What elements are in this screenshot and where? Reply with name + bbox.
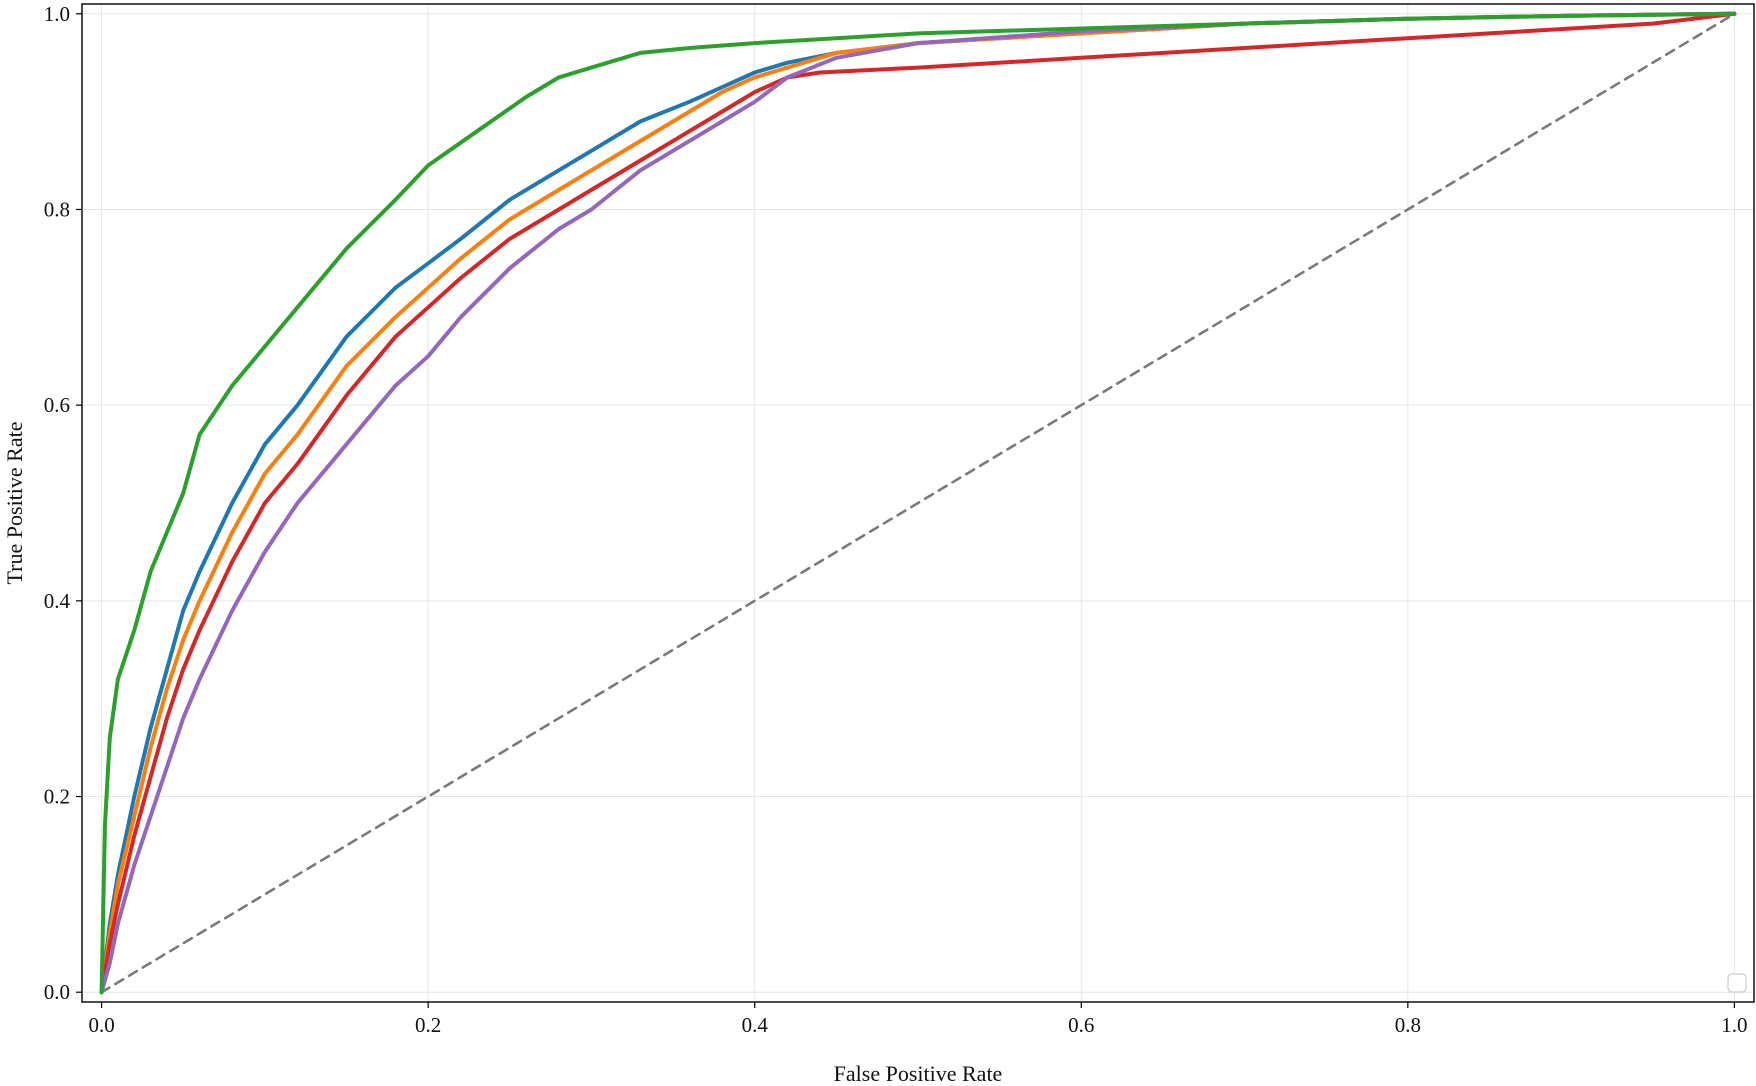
roc-curve-2 xyxy=(99,11,1737,995)
series-lines xyxy=(99,11,1737,995)
y-tick-label: 0.2 xyxy=(44,785,70,809)
x-tick-label: 0.6 xyxy=(1068,1013,1094,1037)
roc-curve-4 xyxy=(99,11,1737,995)
chance-diagonal-line xyxy=(100,12,1736,994)
legend-box xyxy=(1727,973,1747,993)
x-tick-label: 0.2 xyxy=(415,1013,441,1037)
x-tick-label: 0.4 xyxy=(742,1013,769,1037)
y-tick-label: 1.0 xyxy=(44,2,70,26)
x-tick-label: 0.0 xyxy=(88,1013,114,1037)
x-tick-label: 0.8 xyxy=(1395,1013,1421,1037)
x-tick-label: 1.0 xyxy=(1721,1013,1747,1037)
y-tick-label: 0.4 xyxy=(44,589,71,613)
roc-curve-3 xyxy=(99,11,1737,995)
plot-frame xyxy=(81,3,1755,1003)
y-tick-label: 0.8 xyxy=(44,197,70,221)
gridlines xyxy=(82,4,1754,1002)
y-tick-label: 0.6 xyxy=(44,393,70,417)
y-tick-label: 0.0 xyxy=(44,980,70,1004)
x-axis-label: False Positive Rate xyxy=(834,1061,1003,1086)
axis-ticks: 0.0 0.2 0.4 0.6 0.8 1.0 0.0 0.2 0.4 0.6 0.8 1.0 xyxy=(44,2,1748,1037)
y-axis-label: True Positive Rate xyxy=(2,422,27,585)
